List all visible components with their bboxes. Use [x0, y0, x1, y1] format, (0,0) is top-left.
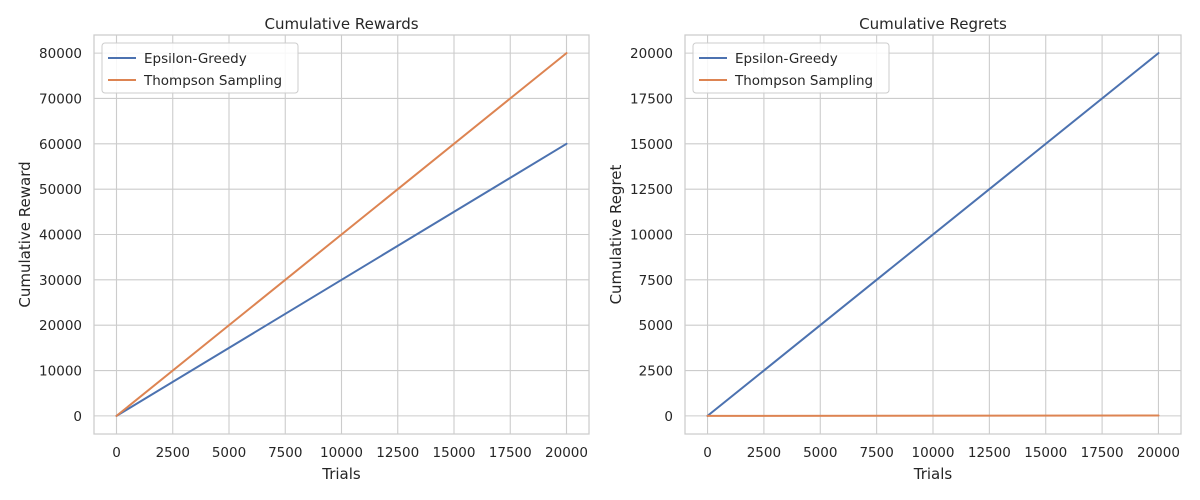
chart-title: Cumulative Regrets: [859, 15, 1007, 33]
y-tick-label: 50000: [39, 182, 82, 198]
x-tick-label: 7500: [859, 445, 893, 461]
x-tick-label: 2500: [747, 445, 781, 461]
y-tick-label: 70000: [39, 91, 82, 107]
chart-panel-2: 0 2500 5000 7500 10000 12500 15000 17500 20000 0 2…: [607, 15, 1182, 483]
x-tick-label: 15000: [1024, 445, 1067, 461]
legend: Epsilon-Greedy Thompson Sampling: [101, 42, 299, 94]
legend-box: [101, 42, 299, 94]
y-axis-label: Cumulative Reward: [16, 161, 34, 307]
y-tick-label: 12500: [630, 182, 673, 198]
x-axis-label: Trials: [913, 465, 953, 483]
legend-box: [692, 42, 890, 94]
y-tick-label: 10000: [39, 364, 82, 380]
x-tick-label: 12500: [968, 445, 1011, 461]
x-tick-label: 2500: [156, 445, 190, 461]
y-tick-label: 0: [73, 409, 82, 425]
x-tick-label: 20000: [545, 445, 588, 461]
y-tick-label: 30000: [39, 273, 82, 289]
y-tick-label: 10000: [630, 228, 673, 244]
y-axis-label: Cumulative Regret: [607, 164, 625, 304]
series-line-epsilon-greedy: [706, 52, 1160, 417]
x-tick-label: 5000: [803, 445, 837, 461]
series-line-thompson-sampling: [115, 52, 568, 417]
x-axis-label: Trials: [321, 465, 361, 483]
legend-label: Epsilon-Greedy: [144, 51, 247, 67]
x-tick-label: 12500: [376, 445, 419, 461]
chart-panel-1: 0 2500 5000 7500 10000 12500 15000 17500 20000 0 1…: [16, 15, 590, 483]
x-tick-label: 15000: [433, 445, 476, 461]
y-tick-label: 2500: [639, 364, 673, 380]
legend-label: Thompson Sampling: [734, 73, 873, 89]
series-line-epsilon-greedy: [115, 142, 568, 417]
y-tick-label: 0: [664, 409, 673, 425]
legend-label: Thompson Sampling: [143, 73, 282, 89]
y-tick-label: 40000: [39, 228, 82, 244]
chart-title: Cumulative Rewards: [264, 15, 418, 33]
legend: Epsilon-Greedy Thompson Sampling: [692, 42, 890, 94]
x-tick-label: 7500: [268, 445, 302, 461]
y-tick-label: 60000: [39, 137, 82, 153]
x-tick-label: 10000: [320, 445, 363, 461]
x-tick-label: 17500: [489, 445, 532, 461]
x-tick-label: 20000: [1137, 445, 1180, 461]
legend-label: Epsilon-Greedy: [735, 51, 838, 67]
x-tick-label: 0: [703, 445, 712, 461]
x-tick-label: 10000: [912, 445, 955, 461]
y-tick-label: 80000: [39, 46, 82, 62]
x-tick-label: 0: [112, 445, 121, 461]
y-tick-label: 15000: [630, 137, 673, 153]
x-tick-label: 5000: [212, 445, 246, 461]
y-tick-label: 20000: [630, 46, 673, 62]
x-tick-label: 17500: [1081, 445, 1124, 461]
y-tick-label: 17500: [630, 91, 673, 107]
y-tick-label: 5000: [639, 318, 673, 334]
y-tick-label: 7500: [639, 273, 673, 289]
y-tick-label: 20000: [39, 318, 82, 334]
